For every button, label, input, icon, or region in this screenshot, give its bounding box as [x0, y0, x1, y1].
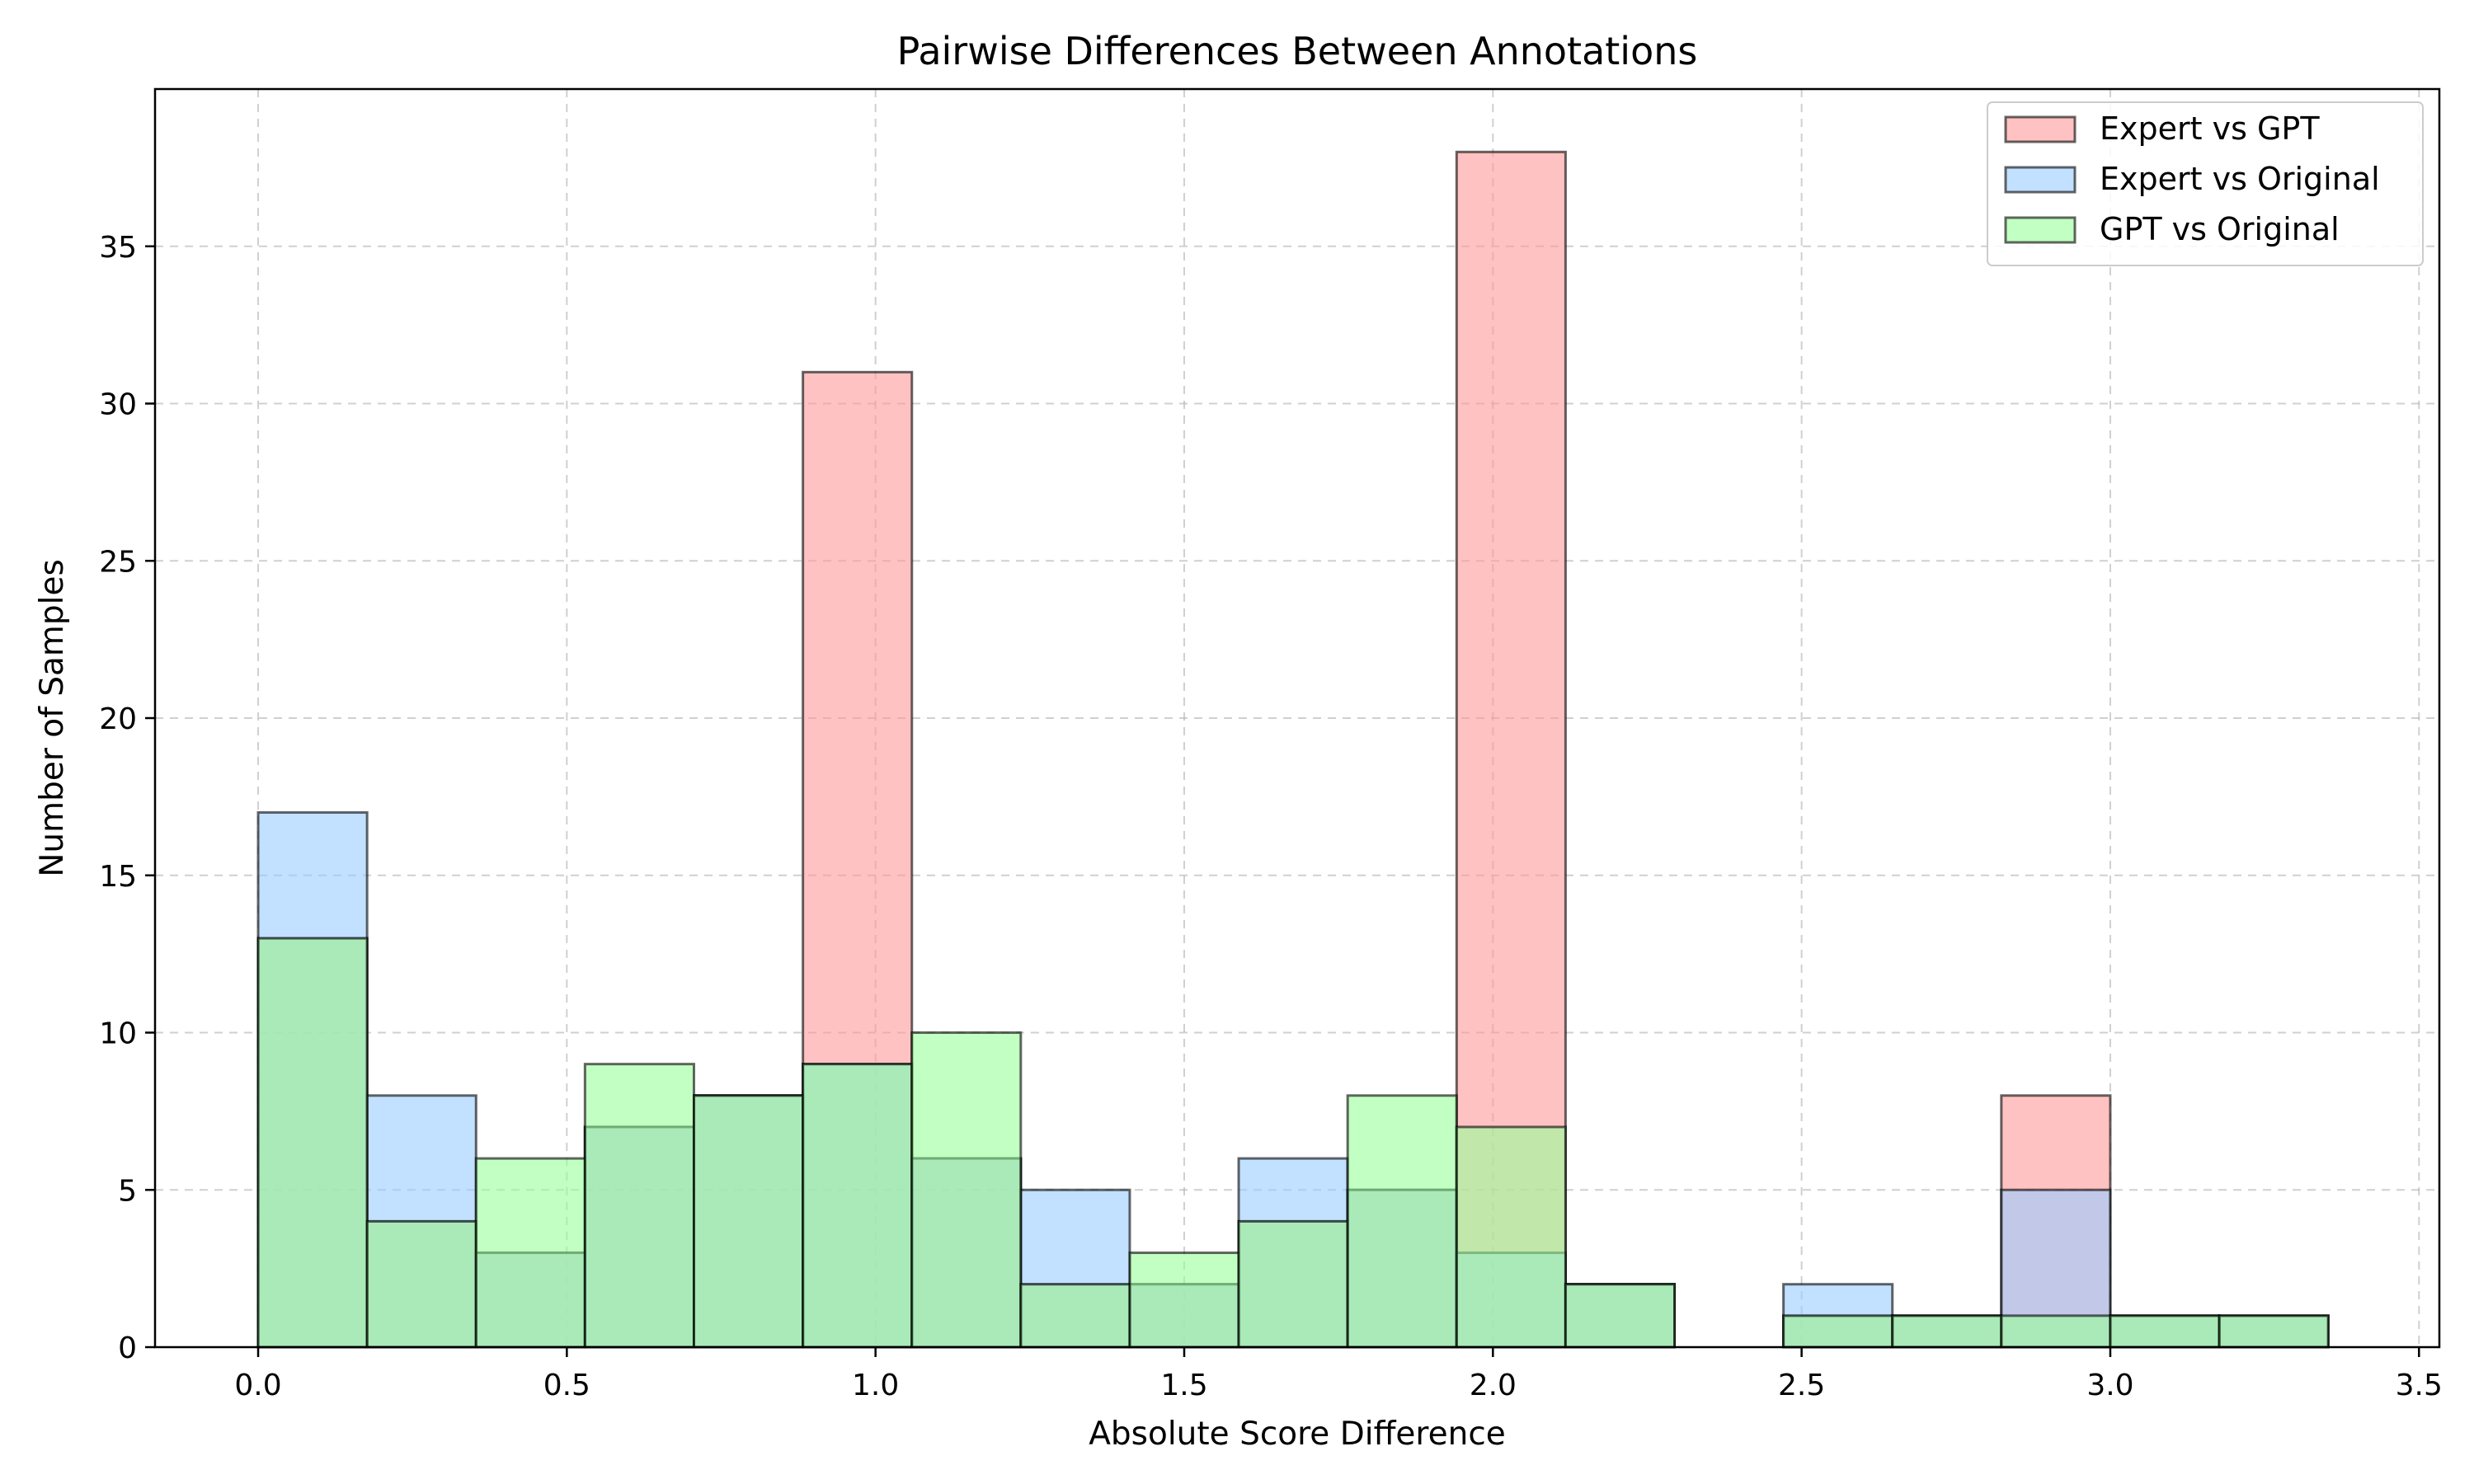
- y-tick-label: 0: [118, 1331, 137, 1365]
- y-axis: 0 5 10 15 20 25 30 35: [99, 231, 155, 1365]
- histogram-bar: [583, 1063, 695, 1349]
- legend-label: GPT vs Original: [2100, 211, 2340, 247]
- legend-label: Expert vs GPT: [2100, 110, 2320, 147]
- histogram-bar: [474, 1157, 586, 1349]
- series-3: [256, 937, 2330, 1349]
- y-tick-label: 30: [99, 388, 137, 422]
- histogram-bar: [1128, 1252, 1240, 1349]
- legend-swatch: [2004, 115, 2077, 143]
- x-tick-label: 1.0: [852, 1369, 899, 1402]
- x-tick-label: 3.5: [2396, 1369, 2443, 1402]
- y-tick-label: 25: [99, 545, 137, 579]
- histogram-bar: [2109, 1314, 2221, 1349]
- histogram-bar: [802, 1063, 914, 1349]
- x-tick-label: 0.0: [234, 1369, 281, 1402]
- legend: Expert vs GPT Expert vs Original GPT vs Or…: [1987, 101, 2424, 266]
- histogram-bar: [2218, 1314, 2330, 1349]
- histogram-bar: [2000, 1314, 2112, 1349]
- histogram-bar: [1891, 1314, 2003, 1349]
- histogram-bar: [1019, 1283, 1131, 1349]
- histogram-bar: [910, 1031, 1023, 1349]
- x-tick-label: 0.5: [543, 1369, 590, 1402]
- histogram-bars: [256, 150, 2330, 1349]
- x-tick-label: 3.0: [2086, 1369, 2133, 1402]
- x-axis-label: Absolute Score Difference: [1089, 1416, 1506, 1453]
- legend-swatch: [2004, 216, 2077, 244]
- x-tick-label: 1.5: [1160, 1369, 1207, 1402]
- histogram-bar: [365, 1219, 477, 1349]
- histogram-bar: [1455, 1125, 1567, 1349]
- y-tick-label: 20: [99, 702, 137, 736]
- histogram-bar: [1782, 1314, 1894, 1349]
- y-tick-label: 5: [118, 1174, 137, 1208]
- x-tick-label: 2.0: [1470, 1369, 1517, 1402]
- y-axis-label: Number of Samples: [34, 559, 71, 877]
- legend-label: Expert vs Original: [2100, 161, 2380, 197]
- y-tick-label: 10: [99, 1017, 137, 1051]
- chart-title: Pairwise Differences Between Annotations: [897, 29, 1698, 73]
- legend-swatch: [2004, 166, 2077, 194]
- y-tick-label: 15: [99, 860, 137, 894]
- histogram-bar: [256, 937, 369, 1349]
- x-tick-label: 2.5: [1778, 1369, 1825, 1402]
- legend-frame: [1987, 101, 2424, 266]
- histogram-bar: [1346, 1094, 1458, 1349]
- y-tick-label: 35: [99, 231, 137, 265]
- histogram-bar: [692, 1094, 805, 1349]
- histogram-bar: [1564, 1283, 1676, 1349]
- x-axis: 0.0 0.5 1.0 1.5 2.0 2.5 3.0 3.5: [234, 1347, 2443, 1402]
- histogram-bar: [1237, 1219, 1349, 1349]
